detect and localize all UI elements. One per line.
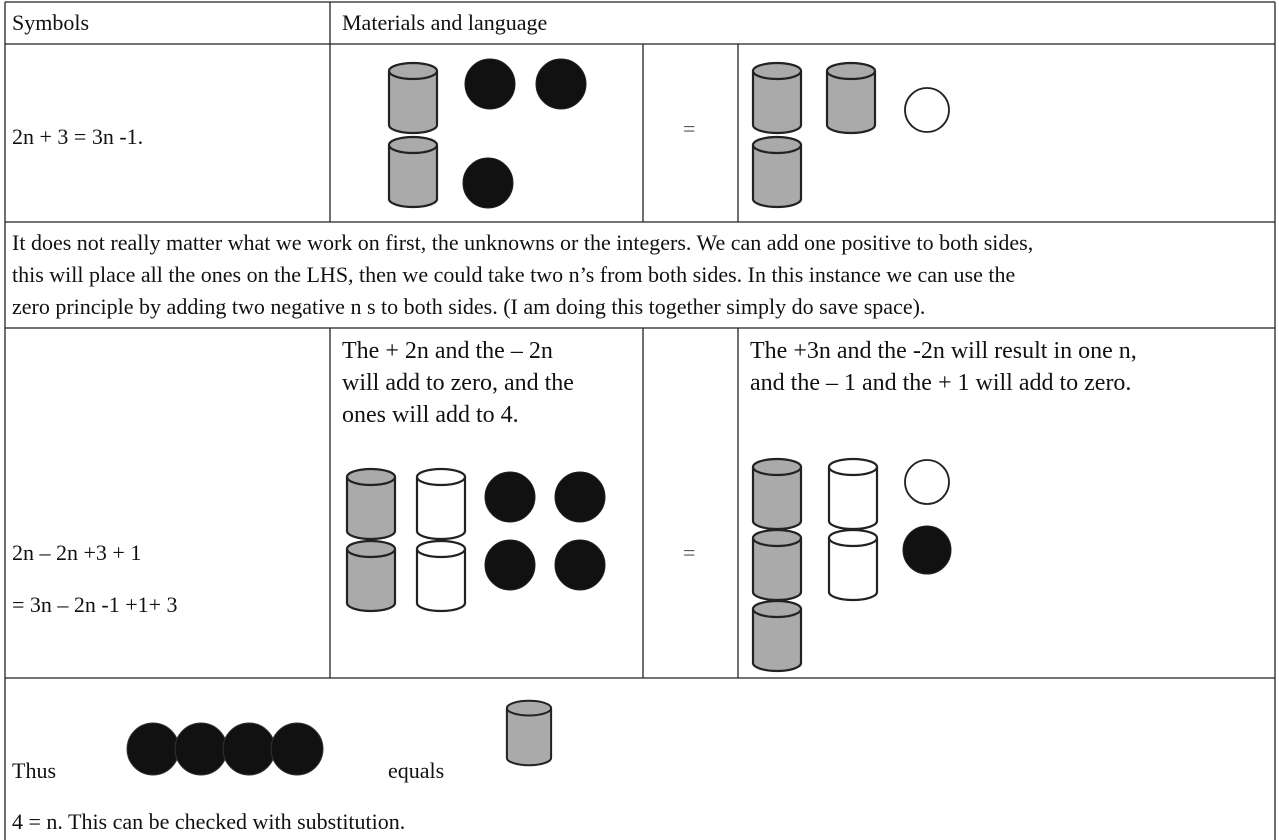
- equation: 2n + 3 = 3n -1.: [12, 124, 143, 149]
- materials-right: [751, 457, 952, 673]
- thus-word: Thus: [12, 758, 56, 783]
- note-line: ones will add to 4.: [342, 402, 519, 428]
- note-line: The +3n and the -2n will result in one n…: [750, 338, 1137, 364]
- unknown-cylinder: [505, 699, 553, 767]
- table-borders: [4, 1, 1276, 840]
- note-line: will add to zero, and the: [342, 370, 574, 396]
- equation: = 3n – 2n -1 +1+ 3: [12, 592, 178, 617]
- paragraph-line: this will place all the ones on the LHS,…: [12, 262, 1015, 287]
- equals-sign: =: [683, 116, 695, 141]
- equals-word: equals: [388, 758, 444, 783]
- header-cell: Symbols: [12, 10, 89, 35]
- conclusion: 4 = n. This can be checked with substitu…: [12, 809, 405, 834]
- materials-left: [345, 467, 606, 613]
- paragraph-line: zero principle by adding two negative n …: [12, 294, 925, 319]
- note-line: and the – 1 and the + 1 will add to zero…: [750, 370, 1131, 396]
- four-ones: [126, 722, 324, 776]
- equals-sign: =: [683, 540, 695, 565]
- equation: 2n – 2n +3 + 1: [12, 540, 141, 565]
- header-cell: Materials and language: [342, 10, 547, 35]
- materials-left: [387, 58, 587, 209]
- note-line: The + 2n and the – 2n: [342, 338, 553, 364]
- materials-right: [751, 61, 950, 209]
- paragraph-line: It does not really matter what we work o…: [12, 230, 1033, 255]
